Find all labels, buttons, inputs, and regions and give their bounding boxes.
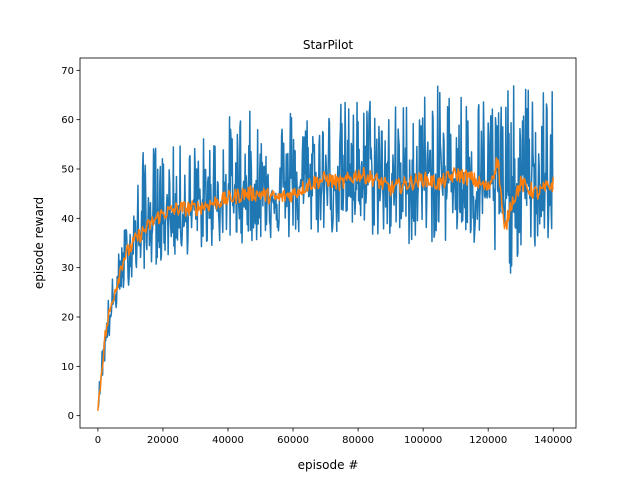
y-tick-label: 50 [61,165,74,176]
y-tick-label: 40 [61,214,74,225]
y-tick-label: 20 [61,313,74,324]
x-tick-label: 40000 [212,435,244,446]
x-tick-label: 80000 [342,435,374,446]
x-axis-title: episode # [298,458,359,472]
y-axis: 0 10 20 30 40 50 60 70 [61,66,80,422]
x-tick-label: 60000 [277,435,309,446]
y-tick-label: 60 [61,115,74,126]
x-tick-label: 100000 [404,435,442,446]
series-smoothed-reward-line [97,157,554,411]
y-axis-title: episode reward [32,197,46,289]
x-tick-label: 140000 [534,435,572,446]
x-axis: 0 20000 40000 60000 80000 100000 120000 140000 [95,428,572,446]
y-tick-label: 0 [68,411,74,422]
y-tick-label: 10 [61,362,74,373]
x-tick-label: 120000 [469,435,507,446]
y-tick-label: 70 [61,66,74,77]
x-tick-label: 0 [95,435,101,446]
x-tick-label: 20000 [147,435,179,446]
series-layer [97,85,554,411]
chart-title: StarPilot [303,38,354,52]
series-raw-reward-line [97,85,554,408]
plot-frame [79,57,577,429]
y-tick-label: 30 [61,263,74,274]
